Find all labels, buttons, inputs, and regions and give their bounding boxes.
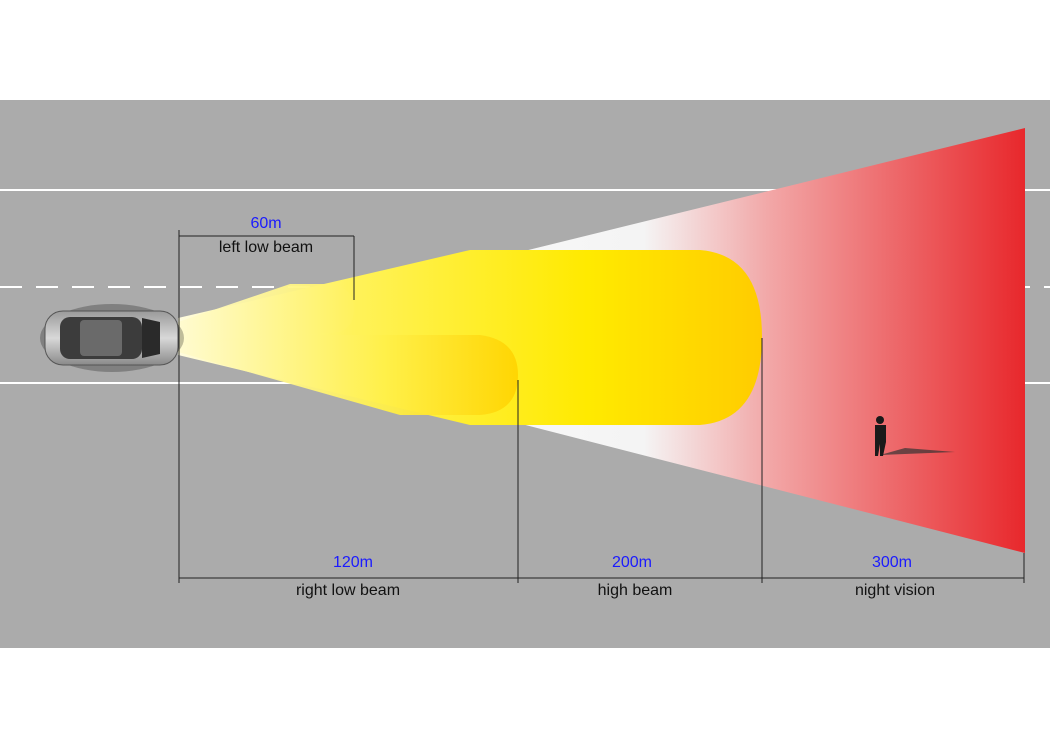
beam-label: high beam bbox=[598, 582, 673, 599]
beam-label: right low beam bbox=[296, 582, 400, 599]
left-low-beam bbox=[178, 284, 354, 345]
distance: 60m bbox=[250, 215, 281, 232]
distance: 120m bbox=[333, 554, 373, 571]
distance: 300m bbox=[872, 554, 912, 571]
dimension-lines bbox=[178, 230, 1025, 583]
car bbox=[40, 304, 184, 372]
beam-label: night vision bbox=[855, 582, 935, 599]
beam-label: left low beam bbox=[219, 239, 313, 256]
distance: 200m bbox=[612, 554, 652, 571]
right-low-beam bbox=[178, 335, 518, 415]
pedestrian bbox=[875, 416, 955, 456]
beams bbox=[178, 250, 762, 425]
